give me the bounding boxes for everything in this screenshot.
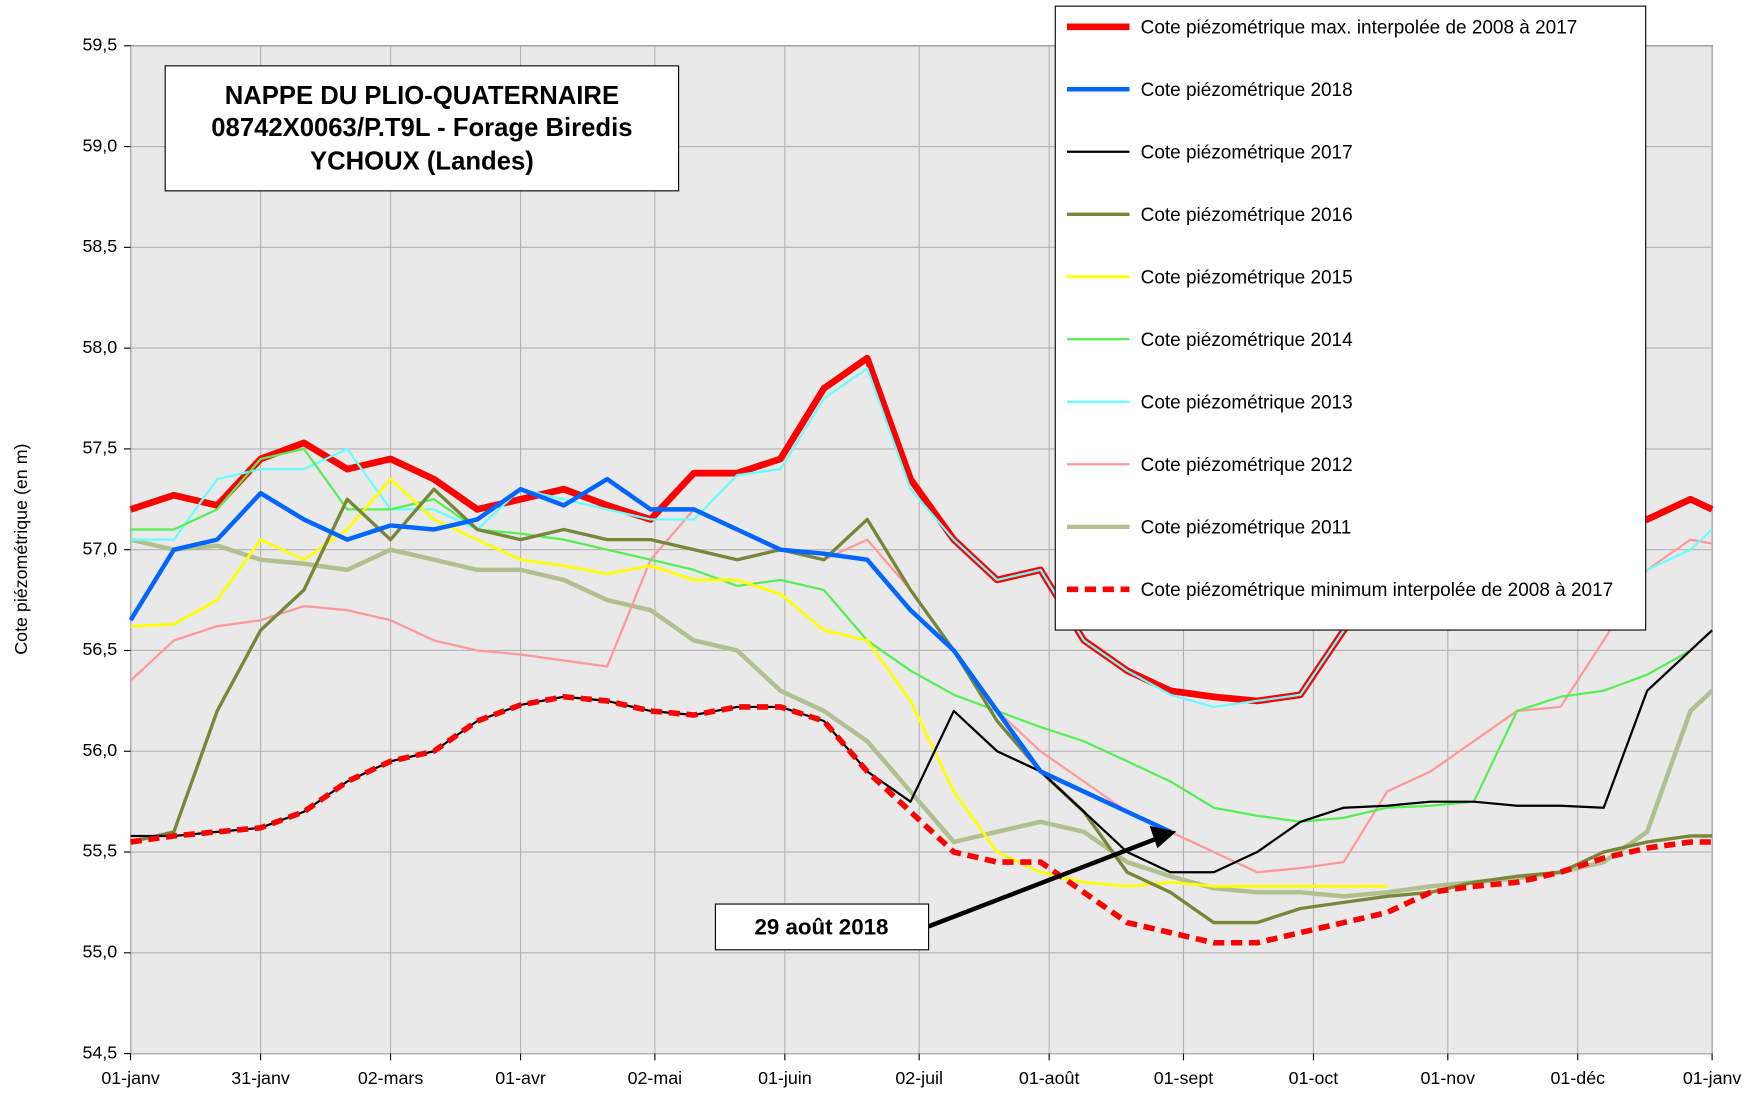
x-tick-label: 01-nov: [1421, 1068, 1476, 1088]
legend-swatch: [1066, 150, 1130, 153]
legend-swatch: [1066, 586, 1130, 593]
x-tick-label: 31-janv: [231, 1068, 290, 1088]
y-tick-label: 57,0: [82, 538, 117, 558]
legend-label: Cote piézométrique 2013: [1140, 391, 1353, 413]
y-tick-label: 59,5: [82, 34, 117, 54]
y-tick-label: 54,5: [82, 1042, 117, 1062]
chart-title: 08742X0063/P.T9L - Forage Biredis: [211, 114, 632, 142]
x-tick-label: 01-août: [1019, 1068, 1080, 1088]
lines: [128, 354, 1714, 946]
legend-entry: Cote piézométrique 2016: [1065, 203, 1632, 226]
x-tick-label: 01-janv: [1683, 1068, 1742, 1088]
legend-label: Cote piézométrique 2014: [1140, 329, 1353, 351]
legend-swatch: [1066, 524, 1130, 530]
y-tick-label: 57,5: [82, 438, 117, 458]
y-tick-label: 58,5: [82, 236, 117, 256]
series-line: [130, 629, 1713, 874]
chart-title: NAPPE DU PLIO-QUATERNAIRE: [225, 82, 619, 110]
legend-entry: Cote piézométrique max. interpolée de 20…: [1065, 16, 1632, 39]
annotation-arrow: [927, 834, 1162, 929]
x-tick-label: 02-juil: [895, 1068, 943, 1088]
x-tick-label: 02-mai: [628, 1068, 683, 1088]
legend-swatch: [1066, 275, 1130, 279]
legend-label: Cote piézométrique 2011: [1140, 516, 1352, 538]
x-tick-label: 01-oct: [1289, 1068, 1339, 1088]
x-tick-label: 01-sept: [1154, 1068, 1214, 1088]
y-tick-label: 58,0: [82, 337, 117, 357]
legend-swatch: [1066, 87, 1130, 92]
legend-entry: Cote piézométrique 2013: [1065, 391, 1632, 414]
y-tick-label: 59,0: [82, 135, 117, 155]
legend-entry: Cote piézométrique 2014: [1065, 328, 1632, 351]
annotation: 29 août 2018: [754, 914, 888, 939]
legend-entry: Cote piézométrique minimum interpolée de…: [1065, 578, 1632, 601]
legend-entry: Cote piézométrique 2015: [1065, 266, 1632, 289]
x-tick-label: 01-avr: [495, 1068, 546, 1088]
series-line: [130, 693, 1713, 946]
series-line: [130, 487, 1713, 925]
annotation-box: [714, 903, 930, 951]
x-tick-label: 01-déc: [1550, 1068, 1605, 1088]
legend-entry: Cote piézométrique 2012: [1065, 453, 1632, 476]
x-tick-label: 01-janv: [101, 1068, 160, 1088]
legend-entry: Cote piézométrique 2011: [1065, 516, 1632, 539]
chart-title: YCHOUX (Landes): [310, 148, 534, 176]
legend-label: Cote piézométrique 2016: [1140, 204, 1353, 226]
legend-swatch: [1066, 212, 1130, 216]
y-tick-label: 56,5: [82, 639, 117, 659]
legend: Cote piézométrique max. interpolée de 20…: [1054, 5, 1647, 631]
arrow-head: [1149, 825, 1177, 849]
legend-label: Cote piézométrique 2012: [1140, 454, 1353, 476]
legend-swatch: [1066, 463, 1130, 466]
series-line: [128, 476, 1172, 834]
x-tick-label: 02-mars: [358, 1068, 424, 1088]
legend-swatch: [1066, 338, 1130, 341]
y-tick-label: 55,0: [82, 942, 117, 962]
legend-entry: Cote piézométrique 2017: [1065, 141, 1632, 164]
legend-label: Cote piézométrique minimum interpolée de…: [1140, 579, 1614, 601]
legend-label: Cote piézométrique max. interpolée de 20…: [1140, 16, 1578, 38]
legend-swatch: [1066, 23, 1130, 31]
y-tick-label: 56,0: [82, 740, 117, 760]
title-box: [164, 65, 680, 192]
legend-entry: Cote piézométrique 2018: [1065, 78, 1632, 101]
legend-swatch: [1066, 400, 1130, 403]
legend-label: Cote piézométrique 2017: [1140, 141, 1353, 163]
y-axis-label: Cote piézométrique (en m): [11, 443, 31, 654]
y-tick-label: 55,5: [82, 841, 117, 861]
legend-label: Cote piézométrique 2015: [1140, 266, 1353, 288]
x-tick-label: 01-juin: [758, 1068, 812, 1088]
legend-label: Cote piézométrique 2018: [1140, 79, 1353, 101]
